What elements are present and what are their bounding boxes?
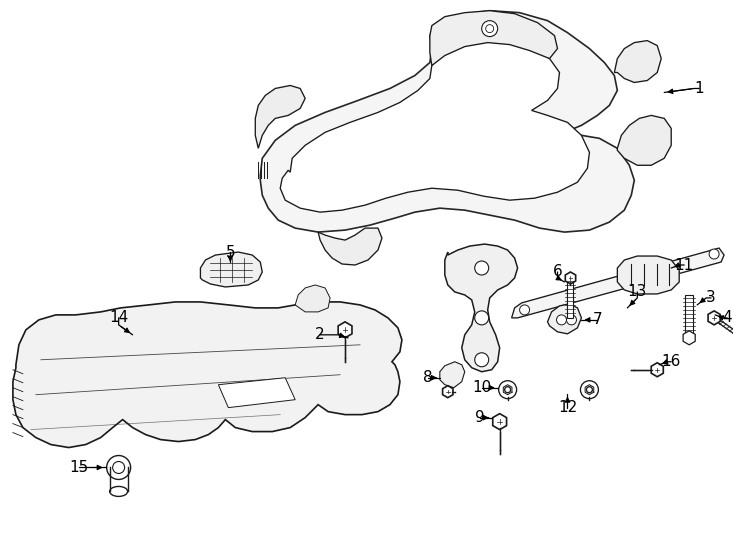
Text: 16: 16 bbox=[661, 354, 681, 369]
Circle shape bbox=[709, 249, 719, 259]
Text: 11: 11 bbox=[675, 258, 694, 273]
Polygon shape bbox=[614, 40, 661, 83]
Polygon shape bbox=[255, 85, 305, 149]
Polygon shape bbox=[493, 414, 506, 430]
Circle shape bbox=[475, 353, 489, 367]
Text: 8: 8 bbox=[423, 370, 432, 385]
Text: 15: 15 bbox=[69, 460, 88, 475]
Text: 12: 12 bbox=[558, 400, 577, 415]
Polygon shape bbox=[338, 322, 352, 338]
Circle shape bbox=[567, 315, 576, 325]
Text: 10: 10 bbox=[472, 380, 491, 395]
Polygon shape bbox=[708, 311, 720, 325]
Text: 5: 5 bbox=[225, 245, 235, 260]
Circle shape bbox=[112, 462, 125, 474]
Circle shape bbox=[106, 456, 131, 480]
Text: 7: 7 bbox=[592, 312, 602, 327]
Polygon shape bbox=[430, 11, 558, 65]
Circle shape bbox=[581, 381, 598, 399]
Text: 14: 14 bbox=[109, 310, 128, 326]
Circle shape bbox=[486, 25, 494, 32]
Polygon shape bbox=[280, 37, 589, 212]
Text: 3: 3 bbox=[706, 291, 716, 306]
Text: 9: 9 bbox=[475, 410, 484, 425]
Text: 6: 6 bbox=[553, 265, 562, 280]
Polygon shape bbox=[548, 304, 581, 334]
Text: 1: 1 bbox=[694, 81, 704, 96]
Circle shape bbox=[556, 315, 567, 325]
Circle shape bbox=[475, 261, 489, 275]
Ellipse shape bbox=[109, 487, 128, 496]
Polygon shape bbox=[445, 244, 517, 372]
Polygon shape bbox=[651, 363, 664, 377]
Polygon shape bbox=[440, 362, 465, 388]
Circle shape bbox=[498, 381, 517, 399]
Polygon shape bbox=[13, 302, 402, 448]
Text: 4: 4 bbox=[722, 310, 732, 326]
Polygon shape bbox=[685, 295, 693, 335]
Polygon shape bbox=[617, 116, 671, 165]
Circle shape bbox=[505, 387, 511, 393]
Polygon shape bbox=[318, 228, 382, 265]
Polygon shape bbox=[295, 285, 330, 312]
Circle shape bbox=[586, 387, 592, 393]
Text: 2: 2 bbox=[316, 327, 325, 342]
Polygon shape bbox=[617, 256, 679, 294]
Polygon shape bbox=[512, 248, 724, 318]
Polygon shape bbox=[261, 11, 634, 232]
Circle shape bbox=[482, 21, 498, 37]
Polygon shape bbox=[567, 278, 573, 318]
Polygon shape bbox=[443, 386, 453, 397]
Text: 13: 13 bbox=[628, 285, 647, 300]
Polygon shape bbox=[565, 272, 575, 284]
Circle shape bbox=[475, 311, 489, 325]
Polygon shape bbox=[200, 252, 262, 287]
Polygon shape bbox=[219, 377, 295, 408]
Polygon shape bbox=[683, 331, 695, 345]
Circle shape bbox=[520, 305, 529, 315]
